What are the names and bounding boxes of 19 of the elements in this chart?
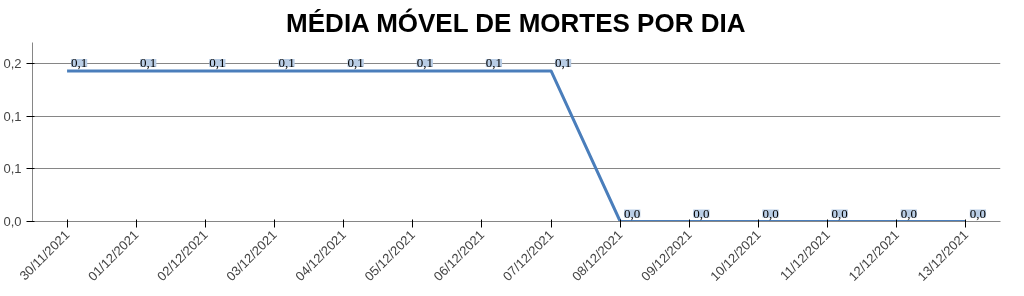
data-label: 0,1: [347, 54, 364, 70]
data-label: 0,0: [762, 205, 779, 221]
data-label: 0,1: [278, 54, 295, 70]
data-label: 0,0: [900, 205, 917, 221]
y-tick-label: 0,1: [3, 108, 22, 124]
y-tick-label: 0,1: [3, 161, 22, 177]
data-label: 0,0: [624, 205, 641, 221]
data-label: 0,0: [693, 205, 710, 221]
data-label: 0,1: [485, 54, 503, 70]
chart-title: MÉDIA MÓVEL DE MORTES POR DIA: [286, 7, 746, 38]
data-label: 0,1: [554, 54, 572, 70]
data-label: 0,0: [969, 205, 987, 221]
y-tick-label: 0,0: [3, 214, 22, 229]
data-label: 0,0: [831, 205, 848, 221]
data-label: 0,1: [416, 54, 433, 70]
y-tick-label: 0,2: [3, 56, 22, 72]
data-label: 0,1: [140, 54, 157, 70]
data-label: 0,1: [209, 54, 226, 70]
data-label: 0,1: [70, 54, 88, 70]
